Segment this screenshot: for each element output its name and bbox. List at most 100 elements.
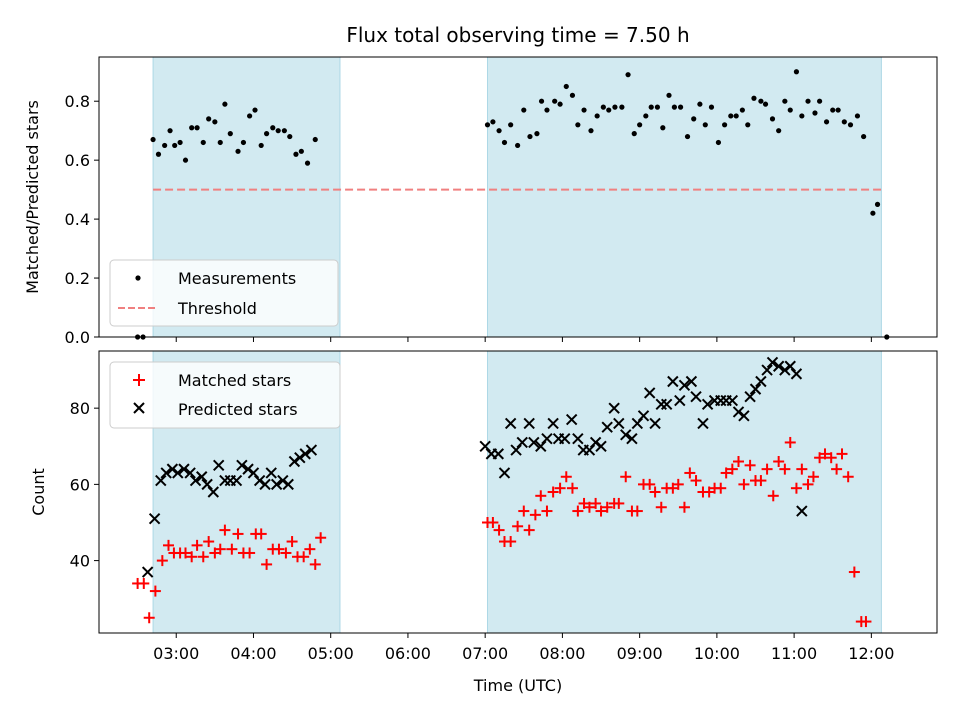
- x-tick-label: 05:00: [308, 644, 354, 663]
- predicted-star-point: [288, 455, 301, 468]
- matched-star-point: [554, 482, 566, 494]
- predicted-marker-b: [726, 394, 739, 407]
- predicted-star-point: [678, 379, 691, 392]
- matched-star-point: [842, 471, 854, 483]
- x-tick-label: 07:00: [462, 644, 508, 663]
- predicted-marker-b: [498, 467, 511, 479]
- predicted-marker-b: [510, 444, 522, 456]
- predicted-marker-b: [172, 467, 184, 479]
- measurement-point: [625, 72, 631, 78]
- measurement-point: [728, 113, 734, 119]
- x-tick-label: 06:00: [385, 644, 431, 663]
- bottom-y-axis: 40 60 80: [70, 399, 99, 571]
- measurement-point: [240, 139, 247, 146]
- matched-star-point: [773, 456, 785, 468]
- predicted-marker-b: [766, 356, 779, 369]
- predicted-marker-b: [601, 421, 613, 433]
- measurement-point: [841, 119, 847, 125]
- predicted-star-point: [213, 459, 225, 472]
- measurement-point: [270, 125, 276, 131]
- top-y-tick-label: 0.0: [65, 328, 90, 347]
- predicted-star-point: [649, 417, 661, 430]
- predicted-star-point: [701, 398, 714, 411]
- measurement-point: [534, 131, 540, 137]
- measurement-point: [172, 142, 178, 149]
- predicted-star-point: [523, 417, 535, 430]
- matched-star-point: [733, 456, 745, 468]
- measurement-point: [606, 107, 612, 113]
- measurement-point: [762, 101, 769, 107]
- predicted-star-point: [516, 436, 528, 449]
- measurement-point: [527, 133, 533, 140]
- predicted-star-point: [166, 463, 179, 475]
- measurement-point: [501, 139, 508, 146]
- predicted-marker-b: [678, 379, 691, 392]
- matched-star-point: [613, 497, 625, 509]
- matched-star-point: [583, 501, 595, 513]
- matched-star-point: [620, 471, 632, 483]
- measurement-point: [508, 122, 514, 128]
- predicted-marker-b: [178, 463, 190, 475]
- matched-star-point: [273, 543, 285, 555]
- predicted-marker-b: [660, 398, 673, 411]
- matched-star-point: [149, 585, 161, 597]
- measurement-point: [167, 128, 173, 134]
- measurement-point: [206, 116, 212, 122]
- measurement-point: [643, 113, 649, 119]
- predicted-star-point: [583, 444, 596, 456]
- predicted-marker-b: [492, 448, 505, 460]
- matched-star-point: [191, 539, 203, 551]
- predicted-star-point: [744, 391, 756, 403]
- predicted-marker-b: [626, 432, 638, 445]
- measurement-point: [569, 92, 576, 98]
- measurement-point: [552, 98, 558, 104]
- predicted-star-point: [790, 368, 803, 380]
- measurement-point: [217, 139, 223, 146]
- measurement-point: [776, 128, 782, 134]
- measurement-point: [581, 107, 587, 113]
- predicted-star-point: [631, 417, 644, 430]
- measurement-point: [817, 98, 823, 104]
- predicted-star-point: [738, 410, 750, 422]
- predicted-marker-b: [541, 432, 553, 445]
- matched-star-point: [590, 497, 602, 509]
- predicted-marker-b: [674, 394, 686, 407]
- predicted-marker-b: [299, 448, 311, 460]
- matched-star-point: [796, 463, 808, 475]
- predicted-marker-b: [583, 444, 596, 456]
- predicted-star-point: [178, 463, 190, 475]
- matched-star-point: [601, 501, 613, 513]
- measurement-point: [182, 157, 189, 163]
- predicted-star-point: [755, 375, 767, 388]
- predicted-marker-b: [755, 375, 767, 388]
- measurement-point: [227, 131, 233, 137]
- measurement-point: [155, 151, 162, 157]
- matched-star-point: [163, 539, 175, 551]
- matched-star-point: [214, 543, 226, 555]
- measurement-point: [847, 122, 854, 128]
- matched-star-point: [232, 528, 244, 540]
- measurement-point: [805, 98, 811, 104]
- measurement-point: [751, 95, 757, 101]
- predicted-marker-b: [685, 375, 698, 388]
- predicted-marker-b: [196, 471, 208, 483]
- matched-star-point: [860, 616, 872, 628]
- measurement-point: [298, 148, 304, 154]
- predicted-star-point: [242, 463, 254, 475]
- top-x-ticks: [175, 337, 872, 342]
- matched-star-point: [790, 482, 802, 494]
- x-tick-label: 03:00: [153, 644, 199, 663]
- predicted-marker-b: [236, 459, 248, 472]
- top-legend-box: [109, 259, 339, 327]
- matched-star-point: [684, 467, 696, 479]
- predicted-star-point: [141, 566, 154, 578]
- predicted-star-point: [282, 478, 294, 491]
- predicted-star-point: [148, 512, 161, 525]
- predicted-marker-b: [479, 440, 491, 452]
- predicted-star-point: [613, 417, 625, 430]
- measurement-point: [697, 101, 703, 107]
- predicted-star-point: [189, 474, 202, 487]
- measurement-point: [264, 131, 270, 137]
- matched-star-point: [744, 459, 756, 471]
